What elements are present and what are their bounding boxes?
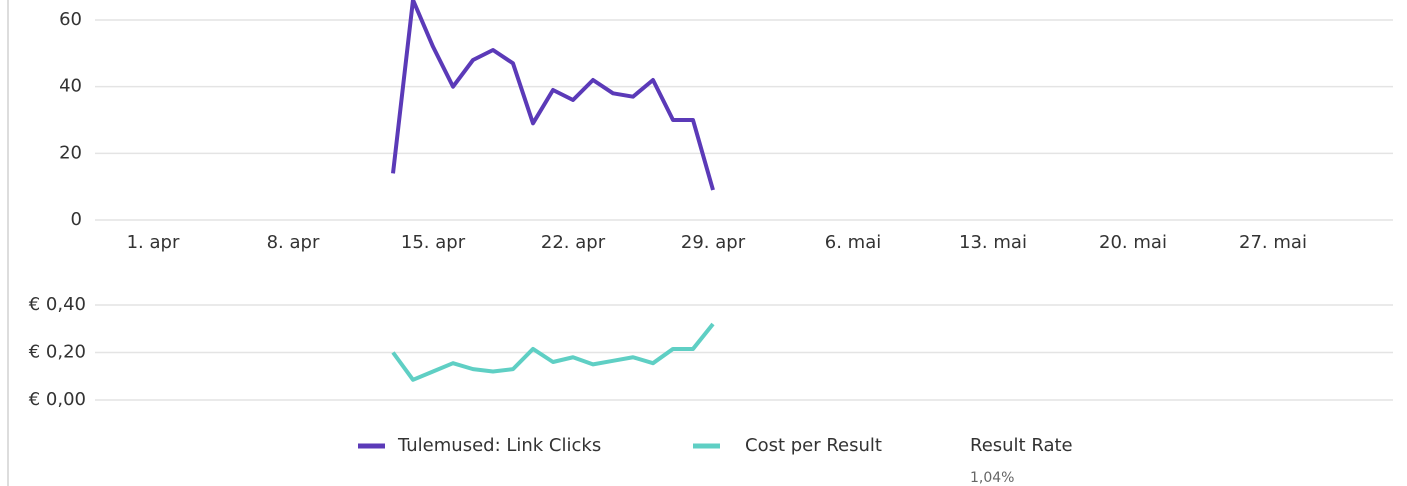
y-tick-label: 60 <box>59 9 82 30</box>
summary-value: 1,04% <box>970 470 1014 486</box>
x-tick-label: 6. mai <box>825 232 881 253</box>
x-tick-label: 22. apr <box>541 232 606 253</box>
x-tick-label: 29. apr <box>681 232 746 253</box>
data-line <box>391 322 715 382</box>
x-tick-label: 15. apr <box>401 232 466 253</box>
y-tick-label: 40 <box>59 76 82 97</box>
y-tick-label: 0 <box>71 209 82 230</box>
y-tick-label: € 0,20 <box>29 342 86 363</box>
x-tick-label: 20. mai <box>1099 232 1167 253</box>
summary-label: Result Rate <box>970 435 1073 456</box>
y-tick-label: 20 <box>59 142 82 163</box>
x-tick-label: 13. mai <box>959 232 1027 253</box>
y-tick-label: € 0,40 <box>29 294 86 315</box>
legend-label: Cost per Result <box>745 435 882 456</box>
legend-label: Tulemused: Link Clicks <box>397 435 601 456</box>
data-line <box>391 0 715 191</box>
y-tick-label: € 0,00 <box>29 389 86 410</box>
x-tick-label: 8. apr <box>267 232 320 253</box>
x-tick-label: 27. mai <box>1239 232 1307 253</box>
x-tick-label: 1. apr <box>127 232 180 253</box>
